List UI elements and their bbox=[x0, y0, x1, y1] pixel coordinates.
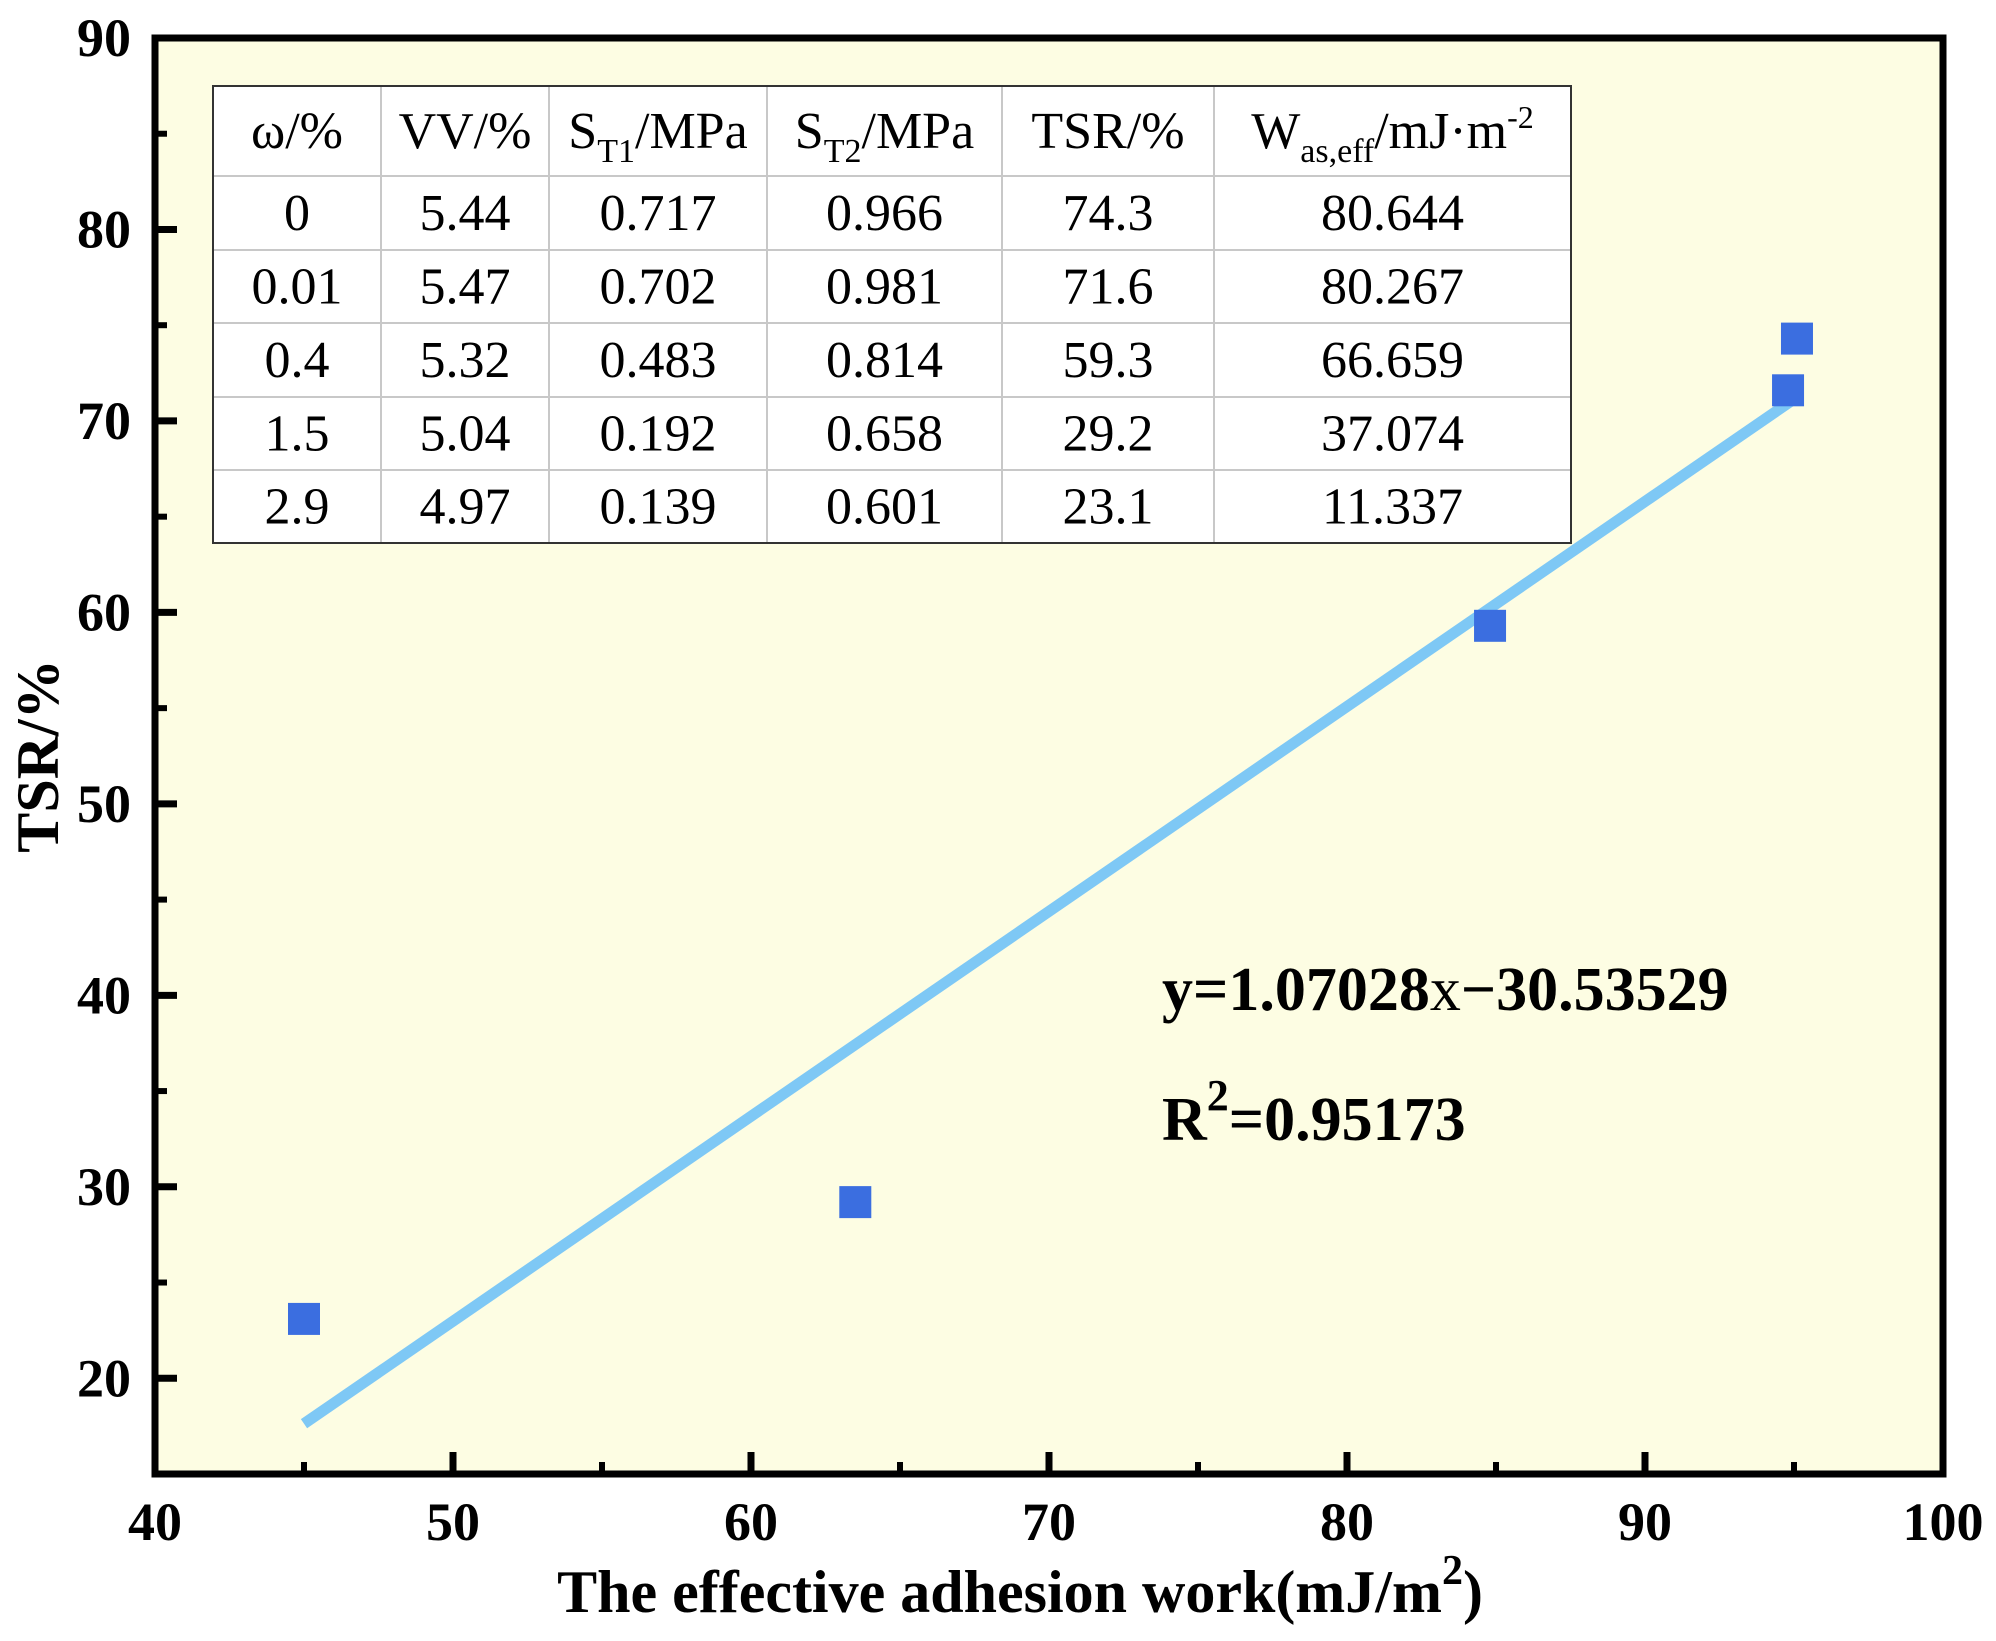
y-tick-label: 50 bbox=[77, 774, 131, 834]
x-tick-label: 100 bbox=[1903, 1492, 1984, 1552]
y-axis-ticks: 20 30 40 50 60 70 80 90 bbox=[77, 8, 177, 1408]
data-point bbox=[1772, 374, 1805, 407]
table-cell: 0.139 bbox=[600, 479, 717, 536]
y-tick-label: 70 bbox=[77, 391, 131, 451]
table-border bbox=[212, 85, 1572, 544]
table-cell: 80.267 bbox=[1321, 259, 1464, 316]
x-tick-label: 40 bbox=[128, 1492, 182, 1552]
data-table: ω/% VV/% ST1/MPa ST2/MPa TSR/% Was,eff/mJ·m-2… bbox=[212, 85, 1572, 544]
data-point bbox=[839, 1186, 872, 1219]
x-tick-label: 80 bbox=[1320, 1492, 1374, 1552]
table-cell: 0.658 bbox=[826, 406, 943, 463]
table-cell: 37.074 bbox=[1321, 406, 1464, 463]
fit-layer bbox=[300, 394, 1798, 1429]
table-cell: 5.44 bbox=[420, 185, 511, 242]
equation-x: x bbox=[1430, 956, 1461, 1024]
svg-text:y=1.07028x−30.53529: y=1.07028x−30.53529 bbox=[1162, 956, 1729, 1024]
table-cell: 0.483 bbox=[600, 332, 717, 389]
y-tick-label: 90 bbox=[77, 8, 131, 68]
x-axis-ticks: 40 50 60 70 80 90 100 bbox=[128, 1452, 1984, 1552]
data-point bbox=[288, 1302, 320, 1335]
data-point bbox=[1474, 609, 1507, 642]
table-cell: 5.47 bbox=[420, 259, 511, 316]
svg-text:R2=0.95173: R2=0.95173 bbox=[1162, 1071, 1466, 1154]
table-cell: 59.3 bbox=[1063, 332, 1154, 389]
table-cell: 0.601 bbox=[826, 479, 943, 536]
table-cell: 0.01 bbox=[252, 259, 343, 316]
table-cell: 1.5 bbox=[265, 406, 330, 463]
table-cell: 0.717 bbox=[600, 185, 717, 242]
table-cell: 0.966 bbox=[826, 185, 943, 242]
table-cell: 5.04 bbox=[420, 406, 511, 463]
table-cell: 71.6 bbox=[1063, 259, 1154, 316]
table-cell: 80.644 bbox=[1321, 185, 1464, 242]
x-axis-title-end: ) bbox=[1463, 1559, 1483, 1625]
x-axis-title-main: The effective adhesion work(mJ/m bbox=[557, 1559, 1442, 1625]
table-header: TSR/% bbox=[1031, 103, 1184, 160]
y-tick-label: 30 bbox=[77, 1157, 131, 1217]
table-cell: 4.97 bbox=[420, 479, 511, 536]
x-axis-title-superscript: 2 bbox=[1442, 1548, 1463, 1594]
r2-superscript: 2 bbox=[1207, 1071, 1229, 1120]
table-cell: 5.32 bbox=[420, 332, 511, 389]
y-tick-label: 40 bbox=[77, 965, 131, 1025]
table-cell: 0.814 bbox=[826, 332, 943, 389]
x-tick-label: 50 bbox=[426, 1492, 480, 1552]
table-header: ST2/MPa bbox=[795, 103, 974, 170]
r2-label: R bbox=[1162, 1086, 1208, 1154]
r2-value: =0.95173 bbox=[1229, 1086, 1466, 1154]
table-cell: 0.4 bbox=[265, 332, 330, 389]
y-axis-title: TSR/% bbox=[5, 659, 71, 852]
y-tick-label: 20 bbox=[77, 1348, 131, 1408]
table-header: ST1/MPa bbox=[568, 103, 747, 170]
table-cell: 74.3 bbox=[1063, 185, 1154, 242]
table-cell: 11.337 bbox=[1322, 479, 1463, 536]
y-tick-label: 80 bbox=[77, 199, 131, 259]
table-header: Was,eff/mJ·m-2 bbox=[1251, 99, 1534, 170]
x-tick-label: 60 bbox=[724, 1492, 778, 1552]
table-cell: 29.2 bbox=[1063, 406, 1154, 463]
table-cell: 0.192 bbox=[600, 406, 717, 463]
equation-prefix: y=1.07028 bbox=[1162, 956, 1430, 1024]
table-cell: 23.1 bbox=[1063, 479, 1154, 536]
table-cell: 0.702 bbox=[600, 259, 717, 316]
table-background bbox=[213, 86, 1571, 543]
table-cell: 66.659 bbox=[1321, 332, 1464, 389]
table-cell: 2.9 bbox=[265, 479, 330, 536]
y-tick-label: 60 bbox=[77, 582, 131, 642]
points-layer bbox=[288, 322, 1813, 1335]
table-cell: 0.981 bbox=[826, 259, 943, 316]
table-cell: 0 bbox=[284, 185, 310, 242]
x-tick-label: 90 bbox=[1618, 1492, 1672, 1552]
fit-line bbox=[300, 394, 1798, 1429]
equation-suffix: −30.53529 bbox=[1461, 956, 1729, 1024]
x-axis-title: The effective adhesion work(mJ/m2) bbox=[557, 1548, 1483, 1625]
data-point bbox=[1780, 322, 1813, 355]
fit-equation: y=1.07028x−30.53529 R2=0.95173 bbox=[1162, 956, 1729, 1154]
x-tick-label: 70 bbox=[1022, 1492, 1076, 1552]
table-header: VV/% bbox=[399, 103, 532, 160]
table-header: ω/% bbox=[251, 103, 343, 160]
